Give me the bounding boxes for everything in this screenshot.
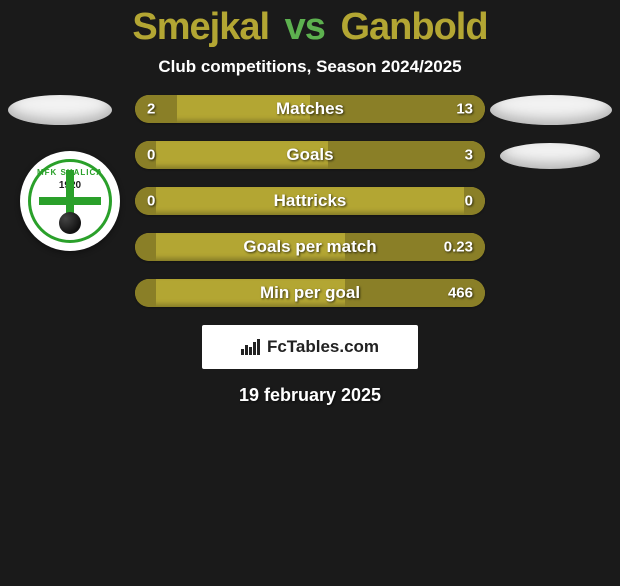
stat-bar-right-value: 0 <box>465 193 473 210</box>
football-icon <box>59 212 81 234</box>
stat-bar-label: Goals <box>286 145 333 165</box>
stat-bar-left-fill <box>135 233 156 261</box>
club-badge-inner: MFK SKALICA 1920 <box>28 159 112 243</box>
subtitle: Club competitions, Season 2024/2025 <box>0 57 620 77</box>
stat-bar-right-value: 466 <box>448 285 473 302</box>
stat-bar: Goals 0 3 <box>135 141 485 169</box>
stat-bar-left-fill <box>135 279 156 307</box>
attribution-badge: FcTables.com <box>202 325 418 369</box>
comparison-arena: MFK SKALICA 1920 Matches 2 13 Goals 0 3 Hattri… <box>0 95 620 307</box>
stat-bar: Goals per match 0.23 <box>135 233 485 261</box>
stat-bar-right-value: 0.23 <box>444 239 473 256</box>
stat-bar-label: Min per goal <box>260 283 360 303</box>
stat-bar-label: Matches <box>276 99 344 119</box>
stat-bar-left-value: 2 <box>147 101 155 118</box>
stat-bar-label: Goals per match <box>243 237 376 257</box>
title-right: Ganbold <box>340 6 487 48</box>
stat-bar-left-value: 0 <box>147 147 155 164</box>
stat-bar-right-fill <box>328 141 486 169</box>
stat-bars: Matches 2 13 Goals 0 3 Hattricks 0 0 Goals per ma… <box>135 95 485 307</box>
club-badge: MFK SKALICA 1920 <box>20 151 120 251</box>
player-right-orb-2 <box>500 143 600 169</box>
page-title: Smejkal vs Ganbold <box>0 6 620 49</box>
stat-bar-right-value: 3 <box>465 147 473 164</box>
player-right-orb-1 <box>490 95 612 125</box>
generation-date: 19 february 2025 <box>0 385 620 406</box>
player-left-orb <box>8 95 112 125</box>
stat-bar-label: Hattricks <box>274 191 347 211</box>
stat-bar: Matches 2 13 <box>135 95 485 123</box>
stat-bar-left-fill <box>135 95 177 123</box>
stat-bar: Min per goal 466 <box>135 279 485 307</box>
title-left: Smejkal <box>132 6 269 48</box>
stat-bar-right-value: 13 <box>456 101 473 118</box>
stat-bar-left-value: 0 <box>147 193 155 210</box>
stat-bar: Hattricks 0 0 <box>135 187 485 215</box>
bar-chart-icon <box>241 339 261 355</box>
title-vs: vs <box>285 6 325 48</box>
attribution-text: FcTables.com <box>267 337 379 357</box>
